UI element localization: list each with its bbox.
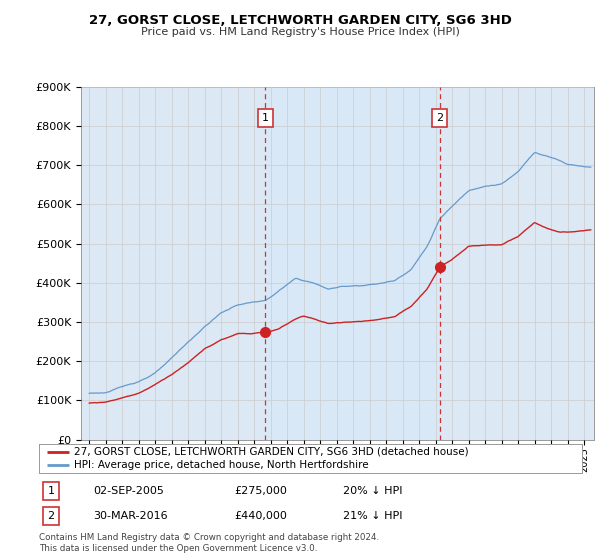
Text: Price paid vs. HM Land Registry's House Price Index (HPI): Price paid vs. HM Land Registry's House … (140, 27, 460, 37)
Text: 02-SEP-2005: 02-SEP-2005 (94, 486, 164, 496)
Text: 21% ↓ HPI: 21% ↓ HPI (343, 511, 403, 521)
Text: 1: 1 (262, 113, 269, 123)
Text: Contains HM Land Registry data © Crown copyright and database right 2024.
This d: Contains HM Land Registry data © Crown c… (39, 533, 379, 553)
Text: 2: 2 (47, 511, 55, 521)
Text: 27, GORST CLOSE, LETCHWORTH GARDEN CITY, SG6 3HD: 27, GORST CLOSE, LETCHWORTH GARDEN CITY,… (89, 14, 511, 27)
Bar (265, 87, 440, 440)
Text: 30-MAR-2016: 30-MAR-2016 (94, 511, 168, 521)
Text: £440,000: £440,000 (235, 511, 287, 521)
Text: £275,000: £275,000 (235, 486, 287, 496)
Text: 20% ↓ HPI: 20% ↓ HPI (343, 486, 403, 496)
Text: 27, GORST CLOSE, LETCHWORTH GARDEN CITY, SG6 3HD (detached house): 27, GORST CLOSE, LETCHWORTH GARDEN CITY,… (74, 447, 469, 457)
Text: HPI: Average price, detached house, North Hertfordshire: HPI: Average price, detached house, Nort… (74, 460, 369, 470)
Text: 1: 1 (47, 486, 55, 496)
Text: 2: 2 (436, 113, 443, 123)
